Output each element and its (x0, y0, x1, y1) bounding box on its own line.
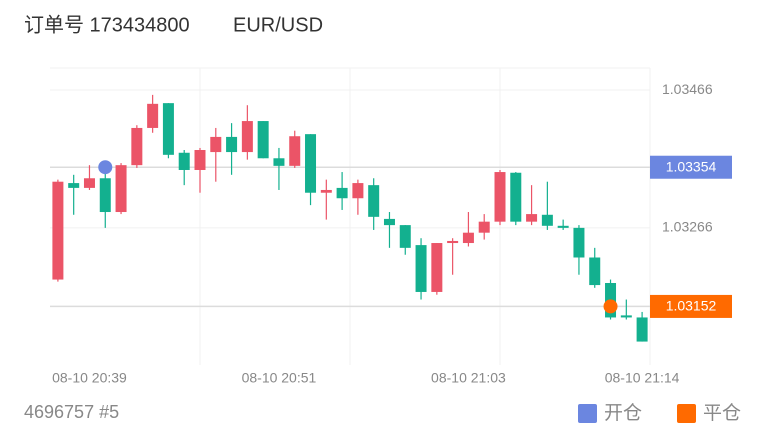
candle-body (636, 317, 648, 342)
candle-body (241, 121, 253, 153)
candle-body (257, 121, 269, 159)
legend-swatch (677, 404, 696, 423)
candle-body (415, 245, 427, 292)
candle-body (494, 172, 506, 222)
candle-body (52, 181, 64, 280)
vertical-grid (50, 67, 651, 365)
x-tick-label: 08-10 21:14 (605, 370, 680, 386)
candle-body (557, 225, 569, 228)
candle-body (131, 127, 143, 166)
y-tick-label: 1.03266 (662, 219, 713, 235)
candle-body (620, 315, 632, 318)
price-badge (650, 294, 732, 318)
candle-body (462, 232, 474, 244)
x-tick-label: 08-10 20:39 (52, 370, 127, 386)
candle-body (115, 165, 127, 213)
candle-body (178, 152, 190, 170)
legend-label: 平仓 (703, 402, 741, 424)
candle-body (147, 103, 159, 128)
legend-label: 开仓 (604, 402, 642, 424)
y-tick-label: 1.03466 (662, 81, 713, 97)
candle-body (210, 136, 222, 153)
candle-body (541, 214, 553, 226)
candle-body (320, 189, 332, 193)
candle-body (383, 218, 395, 226)
candle-body (589, 257, 601, 286)
candle-body (526, 214, 538, 222)
x-tick-label: 08-10 21:03 (431, 370, 506, 386)
price-badge (650, 155, 732, 179)
candle-body (273, 158, 285, 166)
candle-body (573, 227, 585, 258)
candle-body (83, 178, 95, 188)
order-label: 订单号 173434800 (24, 13, 190, 36)
price-badge-label: 1.03152 (666, 298, 717, 314)
candle-body (194, 150, 206, 170)
trade-marker (603, 299, 618, 314)
candle-body (352, 183, 364, 199)
candle-body (368, 185, 380, 217)
candle-body (226, 136, 238, 153)
symbol: EUR/USD (233, 14, 323, 36)
candle-body (162, 103, 174, 155)
candle-body (399, 225, 411, 248)
candle-body (510, 172, 522, 222)
candle-body (447, 240, 459, 244)
legend-swatch (578, 404, 597, 423)
candle-body (305, 134, 317, 193)
candle-body (336, 187, 348, 199)
candle-body (68, 183, 80, 188)
candle-body (478, 221, 490, 233)
candle-body (431, 243, 443, 292)
trade-marker (98, 160, 113, 175)
price-badge-label: 1.03354 (666, 158, 717, 174)
footer-id: 4696757 #5 (24, 402, 119, 422)
candle-body (99, 178, 111, 213)
x-tick-label: 08-10 20:51 (242, 370, 317, 386)
candle-body (289, 136, 301, 166)
